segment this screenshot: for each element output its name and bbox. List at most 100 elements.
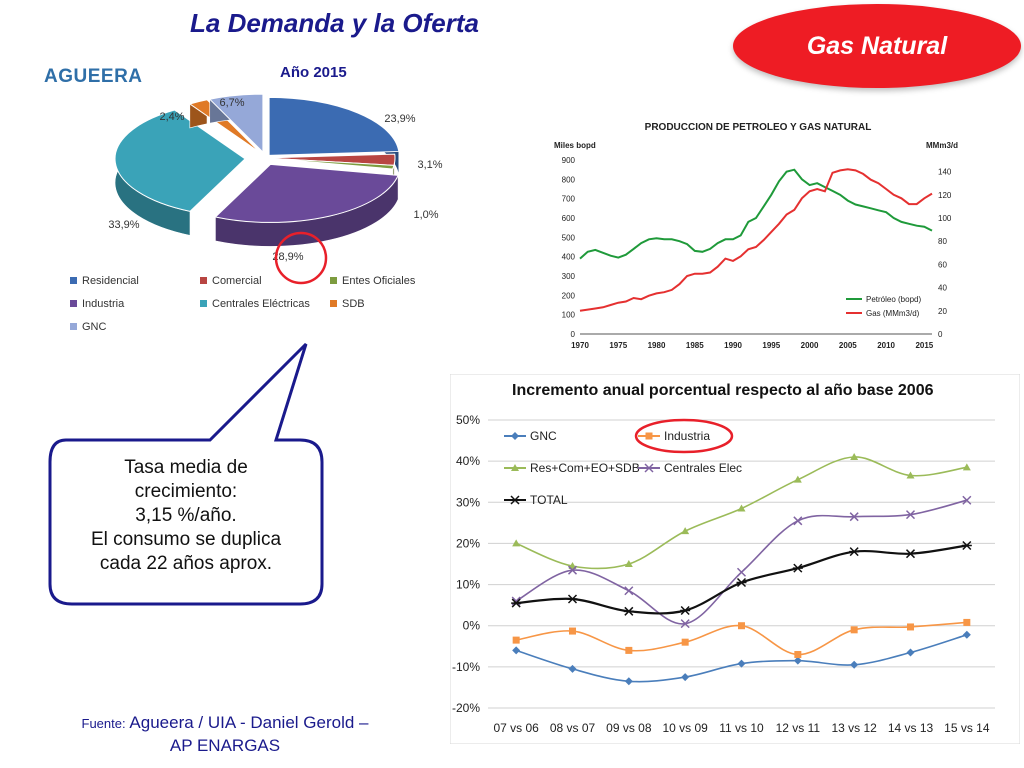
source-label: Fuente: (81, 716, 126, 731)
pie-legend: Residencial Comercial Entes Oficiales Indus… (70, 275, 416, 333)
data-point (962, 463, 971, 471)
production-chart: PRODUCCION DE PETROLEO Y GAS NATURAL Mile… (554, 122, 958, 350)
data-point (905, 510, 916, 520)
gas-natural-badge: Gas Natural (733, 4, 1021, 88)
y-right-tick-label: 140 (938, 168, 952, 177)
pie-slice (214, 163, 399, 223)
data-point (736, 567, 747, 577)
x-tick-label: 12 vs 11 (776, 721, 821, 735)
legend-label: TOTAL (530, 493, 568, 507)
industria-highlight-circle (274, 231, 328, 285)
data-point (623, 606, 634, 616)
x-tick-label: 1980 (648, 341, 666, 350)
data-point (738, 622, 745, 630)
data-point (963, 618, 971, 626)
y-left-tick-label: 0 (571, 330, 576, 339)
legend-label: Comercial (212, 275, 262, 287)
pie-slice (188, 99, 261, 154)
data-point (511, 598, 522, 608)
data-point (850, 453, 859, 461)
data-point (680, 605, 691, 616)
pie-slice-label: 2,4% (159, 111, 184, 123)
data-point (961, 540, 972, 551)
y-left-axis-label: Miles bopd (554, 141, 596, 150)
legend-label: Industria (82, 298, 125, 310)
x-tick-label: 11 vs 10 (719, 721, 764, 735)
production-chart-title: PRODUCCION DE PETROLEO Y GAS NATURAL (645, 122, 872, 133)
y-left-tick-label: 700 (562, 195, 576, 204)
callout-shape (48, 342, 324, 606)
data-point (681, 527, 690, 535)
increment-chart-title: Incremento anual porcentual respecto al … (512, 382, 934, 399)
legend-swatch (200, 300, 207, 307)
x-tick-label: 1970 (571, 341, 589, 350)
callout-line: El consumo se duplica (90, 529, 282, 550)
legend-label: Entes Oficiales (342, 275, 416, 287)
data-point (737, 504, 746, 512)
data-point (512, 539, 521, 547)
x-tick-label: 09 vs 08 (606, 721, 652, 735)
increment-chart: Incremento anual porcentual respecto al … (450, 374, 1020, 744)
legend-label: Petróleo (bopd) (866, 295, 921, 304)
pie-slice (264, 157, 395, 170)
legend-label: Res+Com+EO+SDB (530, 461, 640, 475)
callout-line: cada 22 años aprox. (99, 553, 273, 574)
data-point (624, 677, 633, 686)
data-point (510, 495, 520, 505)
pie-chart-title: Año 2015 (280, 64, 347, 81)
y-right-tick-label: 120 (938, 191, 952, 200)
data-point (792, 563, 803, 573)
y-tick-label: 10% (456, 578, 480, 592)
series-total (511, 540, 972, 616)
data-point (567, 565, 578, 575)
data-point (906, 648, 915, 657)
pie-slice (114, 109, 246, 212)
series-gnc (512, 630, 971, 686)
data-point (624, 586, 634, 596)
x-tick-label: 13 vs 12 (831, 721, 877, 735)
agueera-logo: AGUEERA (44, 66, 143, 87)
y-right-tick-label: 60 (938, 260, 947, 269)
data-point (625, 646, 633, 654)
callout-line: Tasa media de (124, 457, 248, 478)
series-line-gas (579, 168, 933, 312)
y-left-tick-label: 500 (562, 233, 576, 242)
legend-label: Residencial (82, 275, 139, 287)
callout-text: Tasa media de crecimiento: 3,15 %/año. E… (55, 456, 317, 576)
data-point (850, 660, 859, 669)
pie-slice-label: 28,9% (272, 251, 303, 263)
legend-label: Centrales Elec (664, 461, 742, 475)
pie-slices (114, 93, 400, 247)
legend-label: SDB (342, 298, 365, 310)
y-right-tick-label: 80 (938, 237, 947, 246)
data-point (736, 577, 747, 588)
source-text: Agueera / UIA - Daniel Gerold – (129, 713, 369, 732)
data-point (905, 549, 916, 559)
data-point (737, 659, 746, 668)
series-line-oil (579, 168, 933, 260)
pie-slice-label: 3,1% (417, 159, 442, 171)
increment-chart-frame (450, 374, 1020, 744)
data-point (512, 646, 521, 655)
legend-label: GNC (530, 429, 557, 443)
x-tick-label: 1985 (686, 341, 704, 350)
y-left-tick-label: 200 (562, 291, 576, 300)
data-point (644, 463, 654, 473)
data-point (512, 636, 520, 644)
data-point (681, 638, 689, 646)
y-left-tick-label: 400 (562, 253, 576, 262)
callout-bubble (48, 342, 324, 606)
x-tick-label: 14 vs 13 (888, 721, 934, 735)
legend-label: Centrales Eléctricas (212, 298, 310, 310)
y-tick-label: 40% (456, 454, 480, 468)
pie-slice-label: 33,9% (108, 219, 139, 231)
legend-swatch (70, 277, 77, 284)
y-left-tick-label: 300 (562, 272, 576, 281)
source-note: Fuente: Agueera / UIA - Daniel Gerold – … (40, 712, 410, 757)
callout-line: 3,15 %/año. (135, 505, 237, 526)
legend-label: Industria (664, 429, 710, 443)
data-point (511, 464, 519, 471)
data-point (511, 432, 519, 440)
x-tick-label: 08 vs 07 (550, 721, 596, 735)
y-right-tick-label: 0 (938, 330, 943, 339)
